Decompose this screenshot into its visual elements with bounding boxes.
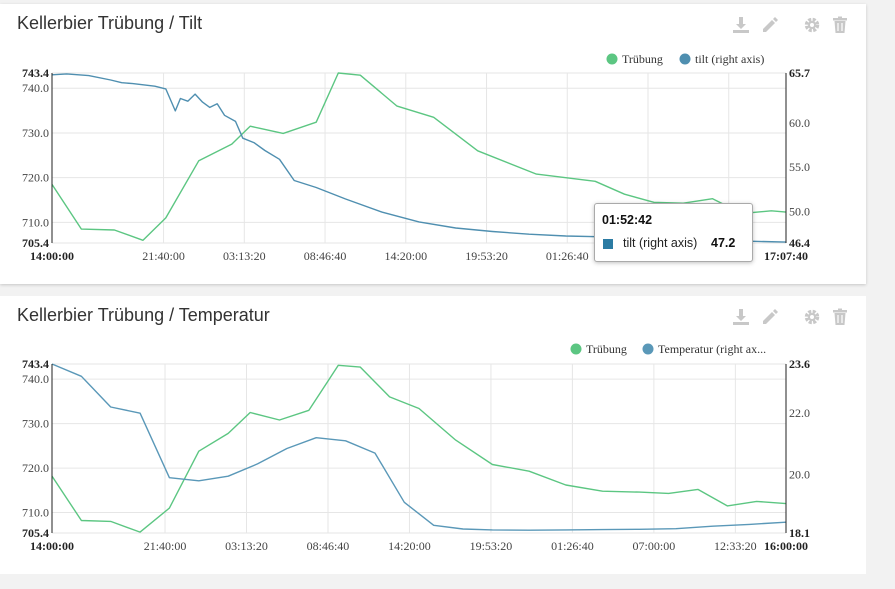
y-tick-left: 710.0 xyxy=(22,506,49,520)
x-tick: 21:40:00 xyxy=(142,249,185,263)
x-tick: 14:00:00 xyxy=(30,539,74,553)
y-tick-right: 20.0 xyxy=(789,468,810,482)
legend-marker xyxy=(606,53,618,65)
x-tick: 01:26:40 xyxy=(546,249,589,263)
x-tick: 16:00:00 xyxy=(764,539,808,553)
y-tick-right: 23.6 xyxy=(789,357,810,371)
legend-marker xyxy=(570,343,582,355)
y-tick-left: 720.0 xyxy=(22,171,49,185)
tooltip-value: 47.2 xyxy=(711,236,736,250)
series-line-truebung xyxy=(51,364,787,533)
y-tick-left: 705.4 xyxy=(22,526,49,540)
download-icon[interactable] xyxy=(732,16,750,34)
series-line-temperatur xyxy=(51,363,787,531)
panel-title: Kellerbier Trübung / Tilt xyxy=(17,13,203,33)
x-tick: 19:53:20 xyxy=(465,249,508,263)
legend-marker xyxy=(642,343,654,355)
y-tick-left: 743.4 xyxy=(22,357,49,371)
legend-marker xyxy=(679,53,691,65)
legend-label: Trübung xyxy=(622,52,663,66)
y-tick-left: 743.4 xyxy=(22,66,49,80)
pencil-icon[interactable] xyxy=(761,308,779,326)
x-tick: 14:00:00 xyxy=(30,249,74,263)
y-tick-right: 55.0 xyxy=(789,160,810,174)
chart-panel-tilt: Kellerbier Trübung / Tilt 743.4 740.0 730.… xyxy=(0,4,866,284)
x-tick: 14:20:00 xyxy=(384,249,427,263)
y-tick-left: 730.0 xyxy=(22,126,49,140)
y-tick-right: 46.4 xyxy=(789,236,810,250)
x-tick: 01:26:40 xyxy=(551,539,594,553)
x-tick: 07:00:00 xyxy=(633,539,676,553)
y-tick-right: 22.0 xyxy=(789,406,810,420)
y-tick-left: 740.0 xyxy=(22,372,49,386)
gear-icon[interactable] xyxy=(803,308,821,326)
legend-label: tilt (right axis) xyxy=(695,52,764,66)
x-tick: 08:46:40 xyxy=(307,539,350,553)
x-tick: 17:07:40 xyxy=(764,249,808,263)
x-tick: 19:53:20 xyxy=(470,539,513,553)
y-tick-left: 740.0 xyxy=(22,81,49,95)
tooltip-swatch xyxy=(603,239,613,249)
x-tick: 14:20:00 xyxy=(388,539,431,553)
trash-icon[interactable] xyxy=(831,308,849,326)
legend-label: Trübung xyxy=(586,342,627,356)
x-tick: 21:40:00 xyxy=(144,539,187,553)
gear-icon[interactable] xyxy=(803,16,821,34)
y-tick-right: 60.0 xyxy=(789,116,810,130)
legend-label: Temperatur (right ax... xyxy=(658,342,766,356)
tooltip-time: 01:52:42 xyxy=(602,213,653,227)
y-tick-right: 50.0 xyxy=(789,204,810,218)
chart-tooltip: 01:52:42 tilt (right axis) 47.2 xyxy=(594,203,753,262)
y-tick-left: 720.0 xyxy=(22,461,49,475)
y-tick-left: 710.0 xyxy=(22,215,49,229)
tooltip-label: tilt (right axis) xyxy=(623,236,698,250)
x-tick: 08:46:40 xyxy=(304,249,347,263)
series-line-tilt xyxy=(51,73,787,243)
download-icon[interactable] xyxy=(732,308,750,326)
x-tick: 03:13:20 xyxy=(225,539,268,553)
y-tick-right: 18.1 xyxy=(789,526,810,540)
y-tick-right: 65.7 xyxy=(789,66,810,80)
series-line-truebung xyxy=(51,72,787,242)
y-tick-left: 705.4 xyxy=(22,236,49,250)
y-tick-left: 730.0 xyxy=(22,417,49,431)
trash-icon[interactable] xyxy=(831,16,849,34)
pencil-icon[interactable] xyxy=(761,16,779,34)
x-tick: 12:33:20 xyxy=(714,539,757,553)
panel-title: Kellerbier Trübung / Temperatur xyxy=(17,305,270,325)
chart-panel-temperatur: Kellerbier Trübung / Temperatur 743.4 740… xyxy=(0,296,866,574)
x-tick: 03:13:20 xyxy=(223,249,266,263)
